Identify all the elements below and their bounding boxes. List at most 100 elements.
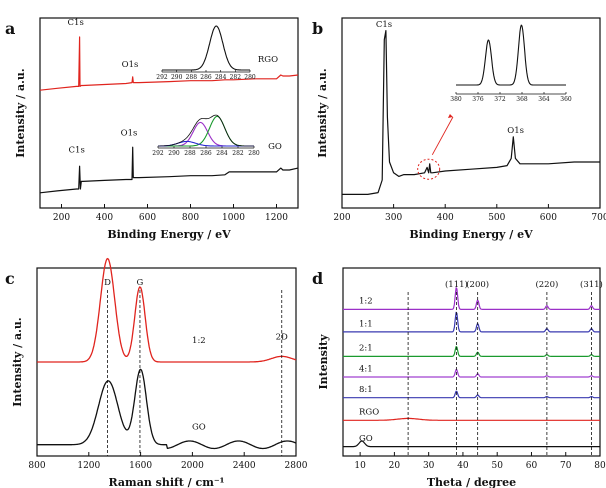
panel-a: a 200 400 600 800 1000 1200 Binding Energy / eV… (5, 17, 299, 241)
series-label-ratio: 1:2 (192, 336, 206, 346)
annotation-d: D (104, 278, 111, 288)
series-label: 8:1 (359, 385, 373, 395)
series-line-1-2 (343, 287, 600, 310)
inset-tick-label: 360 (560, 96, 572, 103)
x-tick-label: 400 (96, 213, 113, 223)
x-tick-label: 1000 (222, 213, 245, 223)
plot-frame (341, 17, 601, 209)
arrow-head-icon (447, 114, 453, 118)
series-line-go (37, 368, 297, 450)
annotation-o1s: O1s (122, 60, 139, 70)
series-line-1-1 (343, 311, 600, 333)
inset-tick-label: 284 (216, 150, 228, 157)
y-axis-label: Intensity / a.u. (11, 317, 24, 407)
x-tick-label: 700 (591, 213, 606, 223)
inset-tick-label: 368 (516, 96, 528, 103)
plot-frame (39, 17, 299, 209)
x-tick-label: 1200 (265, 213, 288, 223)
inset-go: 292 290 288 286 284 282 280 (152, 114, 260, 157)
inset-tick-label: 286 (200, 150, 212, 157)
inset-tick-label: 280 (244, 74, 256, 81)
inset-tick-label: 284 (215, 74, 227, 81)
y-axis-label: Intensity (317, 334, 330, 390)
inset-tick-label: 288 (186, 74, 198, 81)
series-line-4-1 (343, 368, 600, 378)
inset-rgo: 292 290 288 286 284 282 280 (156, 25, 256, 81)
highlight-arrow (431, 116, 454, 156)
annotation-c1s: C1s (68, 18, 84, 28)
inset-tick-label: 292 (152, 150, 164, 157)
annotation-2d: 2D (276, 332, 288, 342)
inset-curve (456, 24, 566, 86)
x-tick-label: 40 (457, 461, 469, 471)
inset-component-0 (158, 121, 254, 147)
series-line-rgo (343, 417, 600, 421)
panel-d: d 10 20 30 40 50 60 70 80 Theta / degree Intensity… (312, 267, 606, 488)
series-label: 1:2 (359, 297, 373, 307)
series-line-ratio (37, 257, 297, 363)
x-tick-label: 300 (385, 213, 402, 223)
inset-tick-label: 286 (200, 74, 212, 81)
x-tick-label: 500 (488, 213, 505, 223)
inset-tick-label: 290 (171, 74, 183, 81)
inset-tick-label: 380 (450, 96, 462, 103)
annotation-o1s: O1s (121, 128, 138, 138)
series-label: GO (359, 434, 373, 444)
plot-frame (342, 267, 601, 457)
x-tick-label: 60 (526, 461, 538, 471)
x-tick-label: 200 (333, 213, 350, 223)
highlight-ellipse (417, 158, 441, 180)
x-tick-label: 1600 (129, 461, 152, 471)
series-line (342, 30, 600, 195)
x-tick-label: 800 (182, 213, 199, 223)
inset-envelope (158, 114, 254, 147)
inset-tick-label: 288 (184, 150, 196, 157)
x-tick-label: 800 (28, 461, 45, 471)
panel-letter: a (5, 19, 15, 38)
x-tick-label: 70 (560, 461, 572, 471)
series-line-go (39, 146, 299, 194)
annotation-hkl: (311) (580, 279, 603, 290)
x-tick-label: 600 (139, 213, 156, 223)
annotation-o1s: O1s (507, 126, 524, 136)
annotation-c1s: C1s (69, 145, 85, 155)
series-line-2-1 (343, 346, 600, 357)
panel-c: c 800 1200 1600 2000 2400 2800 Raman shift / cm… (5, 257, 308, 488)
inset-zoom: 380 376 372 368 364 360 (450, 24, 572, 103)
inset-tick-label: 292 (156, 74, 168, 81)
series-label-go: GO (192, 423, 206, 433)
series-line-go (343, 440, 600, 448)
panel-letter: b (312, 19, 323, 38)
x-tick-label: 20 (389, 461, 401, 471)
x-tick-label: 50 (491, 461, 503, 471)
inset-tick-label: 282 (232, 150, 244, 157)
x-tick-label: 1200 (77, 461, 100, 471)
annotation-hkl: (111) (445, 279, 468, 290)
inset-tick-label: 282 (230, 74, 242, 81)
inset-tick-label: 376 (472, 96, 484, 103)
x-tick-label: 400 (437, 213, 454, 223)
annotation-hkl: (200) (466, 279, 489, 290)
x-tick-label: 2800 (285, 461, 308, 471)
x-axis-label: Binding Energy / eV (107, 228, 231, 241)
inset-component-1 (158, 115, 254, 147)
series-line-rgo (39, 36, 299, 91)
x-axis-label: Theta / degree (427, 476, 516, 488)
x-tick-label: 600 (540, 213, 557, 223)
x-tick-label: 200 (53, 213, 70, 223)
series-label: 2:1 (359, 344, 373, 354)
x-tick-label: 2000 (181, 461, 204, 471)
inset-tick-label: 372 (494, 96, 506, 103)
x-tick-label: 30 (423, 461, 435, 471)
x-tick-label: 80 (594, 461, 606, 471)
annotation-c1s: C1s (376, 20, 392, 30)
panel-b: b 200 300 400 500 600 700 Binding Energy / eV In… (312, 17, 606, 241)
annotation-rgo: RGO (258, 55, 278, 65)
y-axis-label: Intensity / a.u. (316, 68, 329, 158)
x-tick-label: 10 (354, 461, 366, 471)
panel-letter: c (5, 269, 15, 288)
inset-tick-label: 290 (168, 150, 180, 157)
x-axis-label: Raman shift / cm⁻¹ (109, 476, 225, 488)
inset-curve (162, 25, 250, 71)
